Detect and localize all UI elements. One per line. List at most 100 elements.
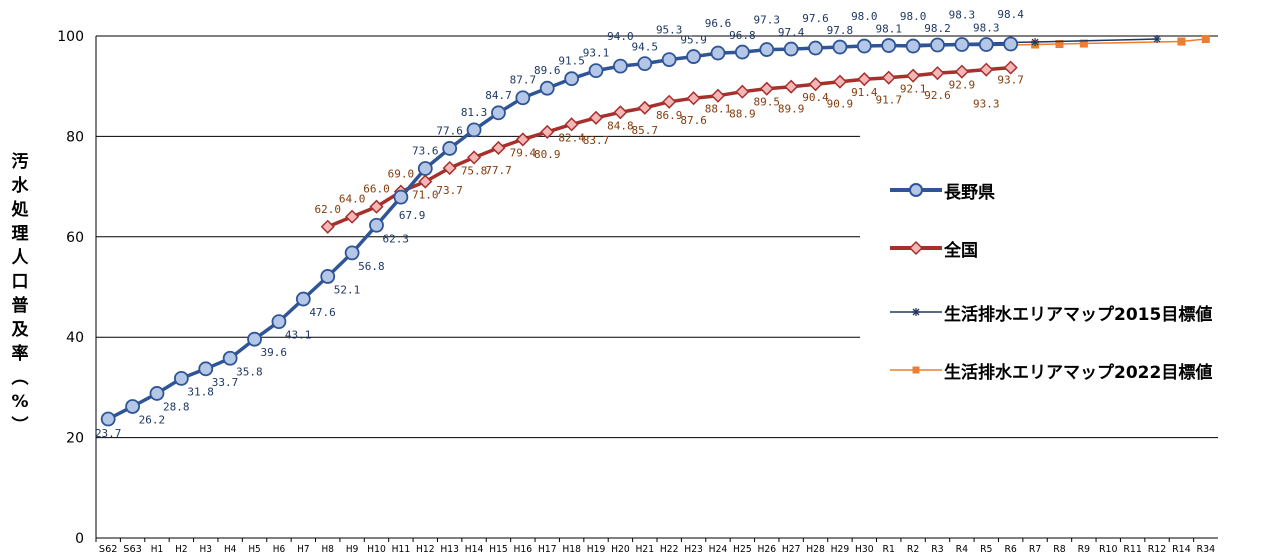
data-point xyxy=(1003,36,1019,52)
data-label: 96.8 xyxy=(729,29,756,42)
data-label: 82.4 xyxy=(558,131,585,144)
legend-label-target-2022: 生活排水エリアマップ2022目標値 xyxy=(944,362,1213,383)
data-point xyxy=(491,140,506,156)
data-point xyxy=(149,386,165,401)
data-point xyxy=(466,122,482,138)
x-tick-label: R10 xyxy=(1099,544,1118,555)
data-point xyxy=(271,314,287,330)
data-label: 92.1 xyxy=(900,83,927,96)
data-point xyxy=(637,56,653,72)
data-label: 83.7 xyxy=(583,134,610,147)
data-point xyxy=(369,199,384,214)
data-label: 92.9 xyxy=(949,79,976,92)
x-tick-label: R2 xyxy=(907,544,919,555)
data-point xyxy=(735,84,750,99)
legend-line-target-2015 xyxy=(890,308,942,316)
data-point xyxy=(417,161,433,176)
y-tick-label: 80 xyxy=(66,129,84,145)
x-tick-label: H12 xyxy=(416,544,435,555)
data-label: 89.5 xyxy=(754,96,781,109)
x-tick-label: H1 xyxy=(151,544,163,555)
y-axis-label-char: 汚 xyxy=(11,152,29,172)
x-tick-label: S62 xyxy=(99,544,118,555)
x-tick-label: H10 xyxy=(367,544,386,555)
series-0 xyxy=(100,36,1019,427)
x-tick-label: H19 xyxy=(587,544,606,555)
x-tick-label: S63 xyxy=(123,544,142,555)
y-tick-label: 0 xyxy=(75,531,84,547)
data-label: 86.9 xyxy=(656,109,683,122)
x-tick-label: R34 xyxy=(1197,544,1216,555)
legend-item-nagano: 長野県 xyxy=(888,170,995,210)
data-label: 98.4 xyxy=(997,8,1024,21)
data-point xyxy=(1201,35,1210,44)
data-label: 90.4 xyxy=(802,91,829,104)
x-tick-label: H18 xyxy=(562,544,581,555)
data-label: 39.6 xyxy=(261,346,288,359)
data-label: 98.0 xyxy=(900,10,927,23)
x-tick-label: R7 xyxy=(1029,544,1041,555)
data-label: 69.0 xyxy=(388,168,415,181)
data-labels: 23.7 26.228.8 31.833.735.8 39.6 43.1 47.6 52.1… xyxy=(95,8,1024,440)
y-axis-label-char: ︶ xyxy=(11,416,29,436)
data-label: 87.7 xyxy=(510,74,537,87)
data-point xyxy=(905,38,921,54)
y-axis-label-char: % xyxy=(11,392,29,412)
y-axis-label-char: 処 xyxy=(11,200,29,220)
data-label: 91.7 xyxy=(875,94,902,107)
x-tick-label: R8 xyxy=(1053,544,1066,555)
x-tick-label: H25 xyxy=(733,544,752,555)
data-label: 73.7 xyxy=(436,184,463,197)
data-label: 35.8 xyxy=(236,365,262,378)
data-point xyxy=(1177,37,1186,46)
x-tick-label: R4 xyxy=(956,544,969,555)
data-point xyxy=(954,37,970,52)
x-tick-label: H26 xyxy=(757,544,776,555)
data-point xyxy=(857,72,872,87)
gridlines xyxy=(96,35,1218,439)
x-tick-label: H20 xyxy=(611,544,630,555)
x-tick-label: H23 xyxy=(684,544,703,555)
data-label: 81.3 xyxy=(461,106,488,119)
x-tick-label: H5 xyxy=(248,544,260,555)
y-tick-labels: 20 40 60 80 100 0 xyxy=(57,29,84,547)
data-label: 93.7 xyxy=(997,74,1024,87)
data-label: 98.3 xyxy=(949,9,976,22)
y-tick-label: 20 xyxy=(66,431,84,447)
data-label: 28.8 xyxy=(163,400,190,413)
data-point xyxy=(1079,39,1088,48)
y-axis-label-char: 人 xyxy=(11,248,29,268)
x-tick-labels: S62 S63 H1 H2 H3 H4 H5 H6 H7 H8 H9 H10 H11 H12 H13 H14 H… xyxy=(99,544,1215,555)
x-tick-label: R11 xyxy=(1123,544,1142,555)
data-label: 94.0 xyxy=(607,30,634,43)
data-point xyxy=(320,219,335,234)
x-tick-label: H16 xyxy=(514,544,533,555)
x-tick-label: H21 xyxy=(636,544,655,555)
data-label: 92.6 xyxy=(924,89,951,102)
data-point xyxy=(979,62,994,77)
data-point xyxy=(832,39,848,55)
data-label: 43.1 xyxy=(285,329,312,342)
legend-label-target-2015: 生活排水エリアマップ2015目標値 xyxy=(944,304,1213,325)
y-axis-label-char: 水 xyxy=(11,176,29,196)
data-point xyxy=(613,58,628,74)
data-point xyxy=(930,66,945,81)
data-point xyxy=(759,42,775,57)
legend-item-national: 全国 xyxy=(888,228,978,268)
data-point xyxy=(1055,40,1064,49)
data-label: 62.3 xyxy=(383,232,410,245)
data-label: 98.1 xyxy=(875,23,902,36)
x-tick-label: H6 xyxy=(273,544,286,555)
data-point xyxy=(222,350,238,366)
x-tick-label: H15 xyxy=(489,544,508,555)
data-point xyxy=(588,63,604,79)
legend-item-target-2022: 生活排水エリアマップ2022目標値 xyxy=(888,350,1212,390)
series-group xyxy=(100,35,1210,427)
data-label: 52.1 xyxy=(334,283,361,296)
x-tick-label: R14 xyxy=(1172,544,1191,555)
data-point xyxy=(734,44,750,60)
data-label: 98.3 xyxy=(973,22,1000,35)
data-point xyxy=(540,124,555,139)
legend-item-target-2015: 生活排水エリアマップ2015目標値 xyxy=(888,292,1212,332)
